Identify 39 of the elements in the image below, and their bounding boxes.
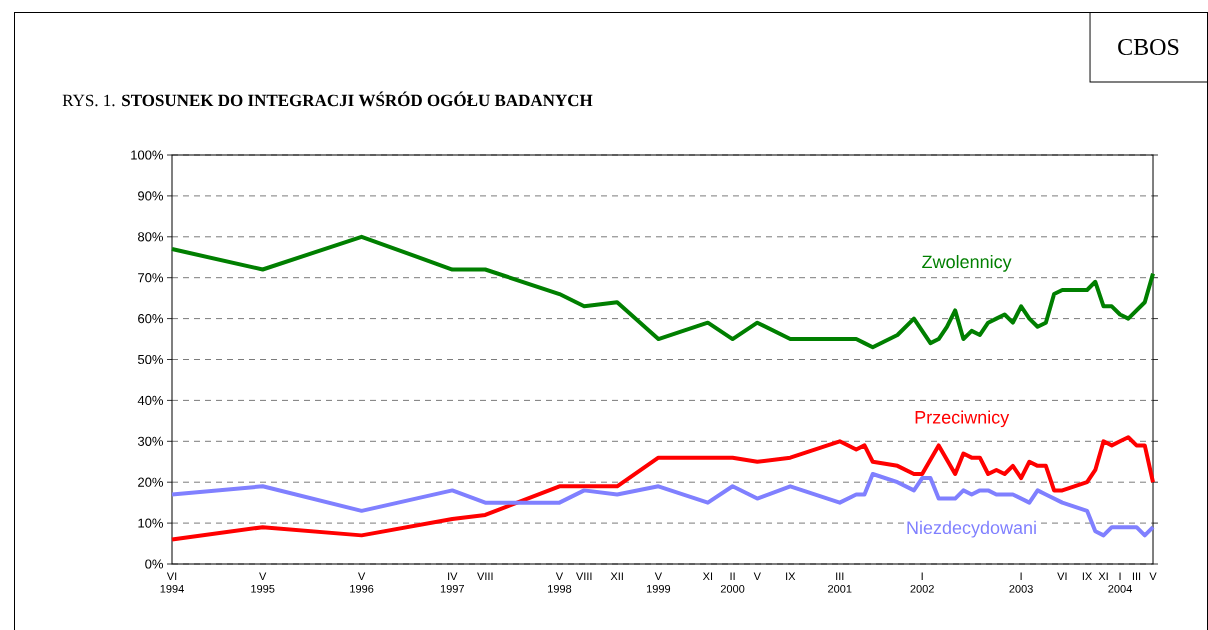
y-tick-label: 90%	[138, 191, 164, 201]
x-tick-label: XI	[702, 572, 713, 581]
x-tick-label: VI 1994	[160, 572, 184, 593]
y-tick-label: 40%	[137, 395, 164, 405]
y-tick-label: 60%	[138, 313, 164, 324]
x-tick-label: I 2004	[1108, 572, 1132, 593]
chart-title: RYS. 1. STOSUNEK DO INTEGRACJI WŚRÓD OGÓŁU BADANYCH	[62, 91, 593, 107]
y-tick-label: 30%	[137, 436, 164, 446]
x-tick-label: VI	[1057, 572, 1067, 581]
x-tick-label: IX	[786, 572, 796, 581]
y-tick-label: 80%	[138, 232, 164, 242]
x-tick-label: V 1995	[251, 572, 275, 593]
x-tick-label: III	[1132, 572, 1141, 581]
y-tick-label: 0%	[145, 559, 164, 569]
x-tick-label: V 1998	[548, 572, 572, 593]
x-tick-label: XII	[610, 572, 623, 581]
x-tick-label: VIII	[477, 572, 493, 581]
x-tick-label: IX	[1082, 572, 1093, 581]
y-tick-label: 50%	[137, 354, 164, 365]
y-tick-label: 20%	[138, 477, 164, 487]
series-label: Przeciwnicy	[915, 410, 1010, 428]
x-tick-label: V	[753, 572, 761, 581]
x-tick-label: II 2000	[720, 572, 745, 593]
x-tick-label: V 1999	[646, 572, 671, 593]
text: CBOS	[1118, 38, 1179, 56]
series-label: Zwolennicy	[922, 254, 1012, 272]
x-tick-label: I 2003	[1009, 572, 1033, 593]
x-tick-label: V 1996	[350, 572, 374, 593]
series-label: Niezdecydowani	[907, 520, 1036, 538]
x-tick-label: XI	[1098, 572, 1108, 581]
x-tick-label: I 2002	[910, 572, 934, 593]
y-tick-label: 100%	[131, 150, 164, 160]
y-tick-label: 70%	[138, 273, 164, 283]
x-tick-label: VIII	[575, 572, 592, 581]
x-tick-label: V	[1149, 572, 1157, 581]
line-series	[170, 472, 1156, 538]
x-tick-label: III 2001	[828, 572, 852, 593]
y-tick-label: 10%	[138, 518, 164, 528]
x-tick-label: IV 1997	[440, 572, 464, 593]
